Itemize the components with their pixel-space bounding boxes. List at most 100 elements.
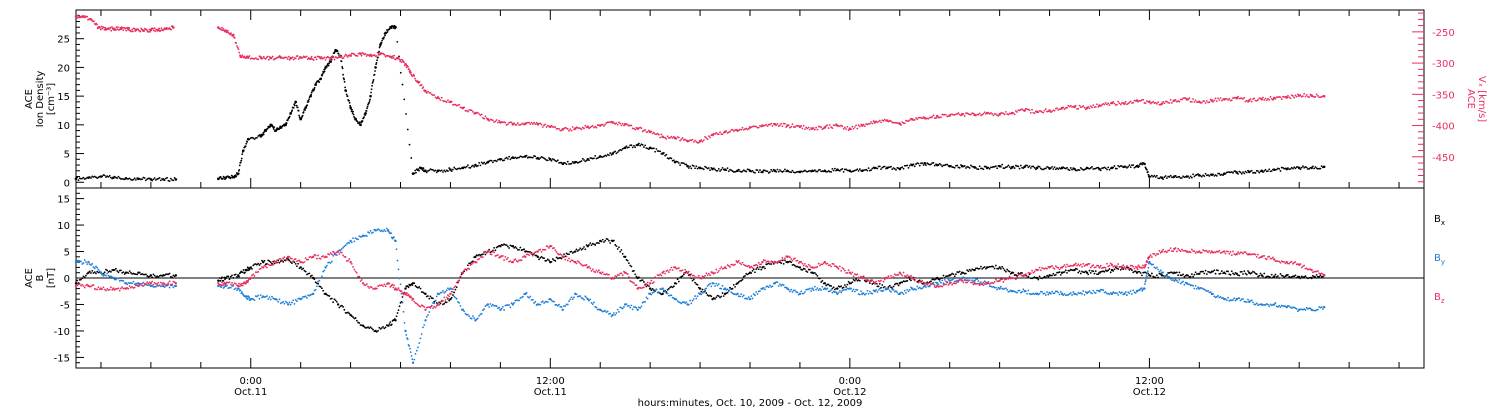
- bx-point: [413, 282, 416, 285]
- vx-point: [1270, 97, 1273, 100]
- vx-point: [328, 59, 331, 61]
- by-point: [747, 296, 750, 299]
- vx-point: [593, 126, 595, 129]
- by-point: [1091, 292, 1093, 295]
- by-point: [461, 308, 465, 311]
- by-point: [1209, 291, 1212, 293]
- density-series: [74, 24, 1326, 183]
- vx-point: [963, 115, 966, 117]
- vx-point: [153, 27, 156, 30]
- bz-point: [690, 273, 693, 275]
- density-tick-label: 0: [64, 178, 70, 189]
- density-point: [358, 121, 361, 124]
- by-point: [106, 272, 109, 275]
- by-point: [93, 267, 96, 270]
- density-point: [682, 162, 685, 165]
- vx-point: [231, 33, 235, 37]
- bz-point: [393, 284, 395, 287]
- density-point: [1027, 166, 1030, 169]
- vx-point: [680, 138, 683, 141]
- bx-point: [242, 269, 245, 271]
- by-point: [1152, 263, 1155, 266]
- by-point: [1056, 290, 1058, 293]
- vx-point: [1043, 109, 1046, 112]
- by-point: [257, 294, 260, 297]
- vx-point: [1149, 102, 1152, 105]
- by-point: [463, 310, 466, 313]
- density-point: [1178, 175, 1181, 178]
- density-point: [396, 40, 399, 43]
- density-point: [841, 167, 844, 170]
- vx-point: [529, 123, 532, 126]
- bz-point: [243, 281, 246, 284]
- density-point: [696, 167, 699, 170]
- density-point: [348, 99, 350, 102]
- by-point: [369, 229, 372, 232]
- bz-point: [579, 262, 582, 265]
- bz-point: [464, 268, 467, 271]
- bz-point: [664, 272, 667, 275]
- bz-point: [405, 294, 408, 296]
- bz-point: [521, 256, 524, 258]
- vx-point: [1264, 97, 1267, 100]
- by-point: [87, 260, 90, 264]
- density-point: [1154, 176, 1157, 178]
- vx-point: [877, 120, 880, 123]
- density-point: [756, 169, 759, 172]
- bz-point: [509, 260, 512, 262]
- by-point: [766, 285, 769, 288]
- by-point: [491, 303, 494, 306]
- by-point: [560, 306, 563, 308]
- vx-point: [640, 127, 643, 130]
- bx-point: [1315, 273, 1318, 276]
- vx-point: [1225, 97, 1228, 100]
- density-point: [329, 60, 332, 63]
- bx-point: [1083, 271, 1086, 274]
- vx-point: [488, 119, 491, 122]
- bx-point: [950, 273, 952, 276]
- density-point: [386, 30, 389, 33]
- by-point: [709, 282, 711, 285]
- bz-point: [319, 257, 322, 260]
- bx-point: [95, 272, 97, 275]
- by-point: [583, 298, 585, 301]
- bx-point: [798, 266, 802, 269]
- vx-point: [393, 54, 396, 57]
- bx-point: [1255, 273, 1258, 275]
- bz-point: [503, 259, 506, 262]
- density-point: [662, 152, 665, 154]
- bx-point: [1183, 275, 1186, 278]
- density-point: [970, 164, 972, 167]
- density-point: [469, 166, 472, 169]
- by-point: [611, 313, 614, 317]
- density-point: [665, 153, 668, 156]
- vx-series: [74, 14, 1326, 144]
- bz-point: [359, 280, 362, 282]
- vx-point: [1096, 103, 1098, 106]
- bz-point: [750, 265, 753, 268]
- density-point: [297, 109, 300, 112]
- vx-point: [122, 29, 125, 31]
- bz-point: [692, 274, 695, 277]
- by-point: [1285, 305, 1288, 309]
- vx-point: [397, 57, 400, 59]
- by-point: [568, 300, 570, 303]
- by-point: [278, 298, 281, 301]
- by-point: [549, 297, 552, 301]
- vx-point: [133, 27, 136, 30]
- density-point: [298, 114, 301, 117]
- bz-point: [591, 268, 594, 271]
- bz-point: [568, 257, 570, 260]
- density-point: [1244, 170, 1247, 173]
- density-point: [470, 165, 473, 168]
- bx-point: [985, 267, 987, 270]
- density-point: [1079, 166, 1082, 169]
- bx-point: [865, 280, 867, 283]
- vx-point: [868, 122, 871, 125]
- density-point: [1153, 174, 1156, 177]
- bx-point: [153, 274, 156, 277]
- vx-point: [695, 141, 698, 143]
- density-point: [322, 71, 325, 74]
